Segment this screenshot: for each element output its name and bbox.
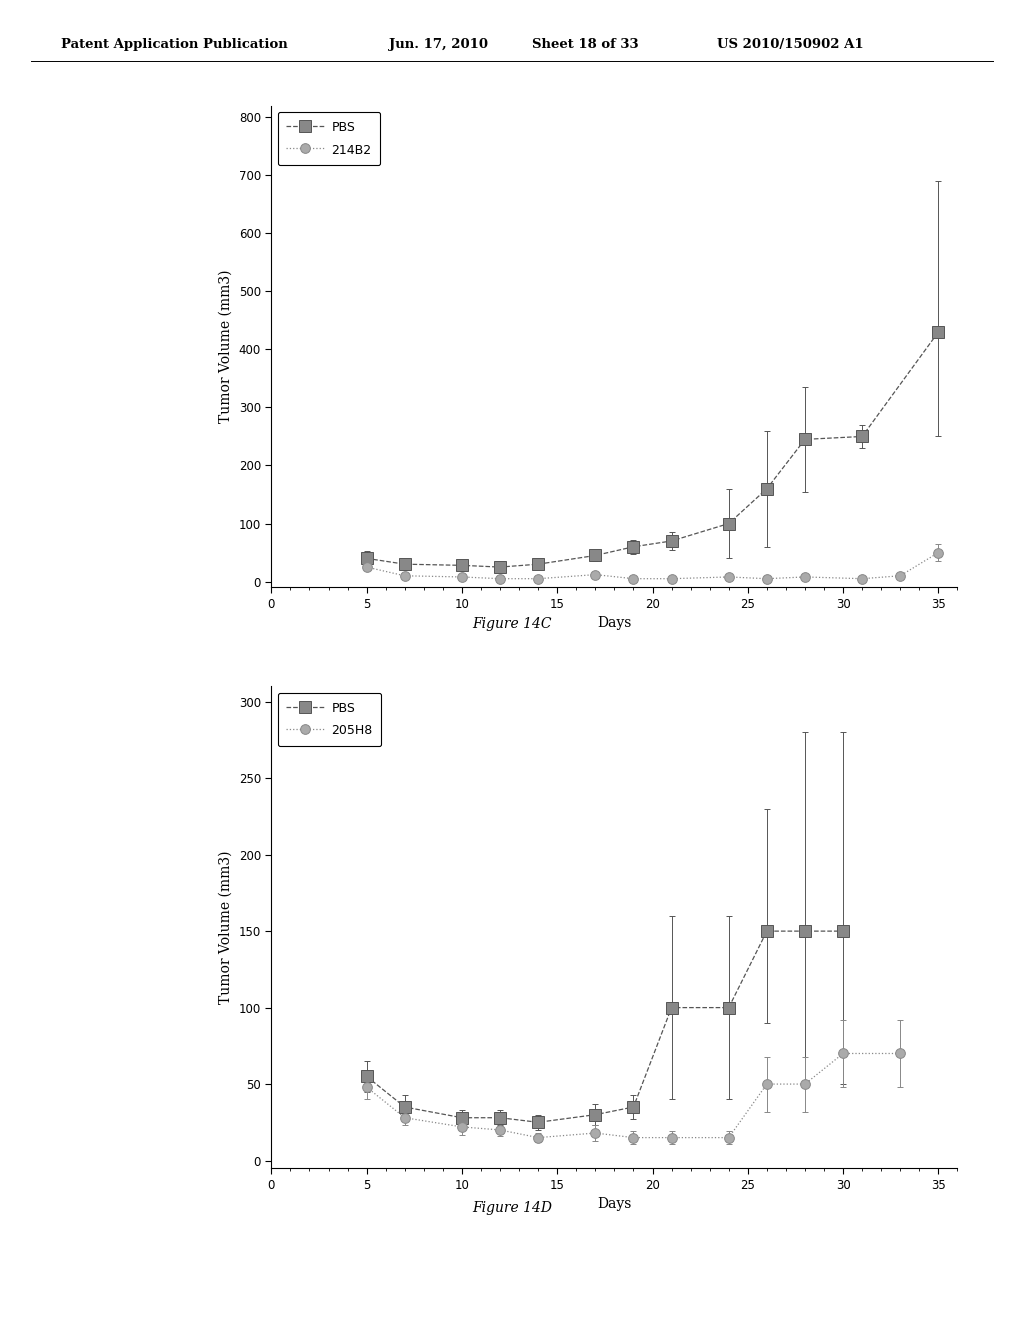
Text: Patent Application Publication: Patent Application Publication [61, 37, 288, 50]
Text: Figure 14D: Figure 14D [472, 1201, 552, 1214]
Y-axis label: Tumor Volume (mm3): Tumor Volume (mm3) [219, 269, 233, 424]
Legend: PBS, 205H8: PBS, 205H8 [278, 693, 381, 746]
X-axis label: Days: Days [597, 1197, 632, 1212]
Text: US 2010/150902 A1: US 2010/150902 A1 [717, 37, 863, 50]
Text: Sheet 18 of 33: Sheet 18 of 33 [532, 37, 639, 50]
Y-axis label: Tumor Volume (mm3): Tumor Volume (mm3) [219, 850, 233, 1005]
Legend: PBS, 214B2: PBS, 214B2 [278, 112, 380, 165]
Text: Jun. 17, 2010: Jun. 17, 2010 [389, 37, 488, 50]
X-axis label: Days: Days [597, 616, 632, 631]
Text: Figure 14C: Figure 14C [472, 618, 552, 631]
